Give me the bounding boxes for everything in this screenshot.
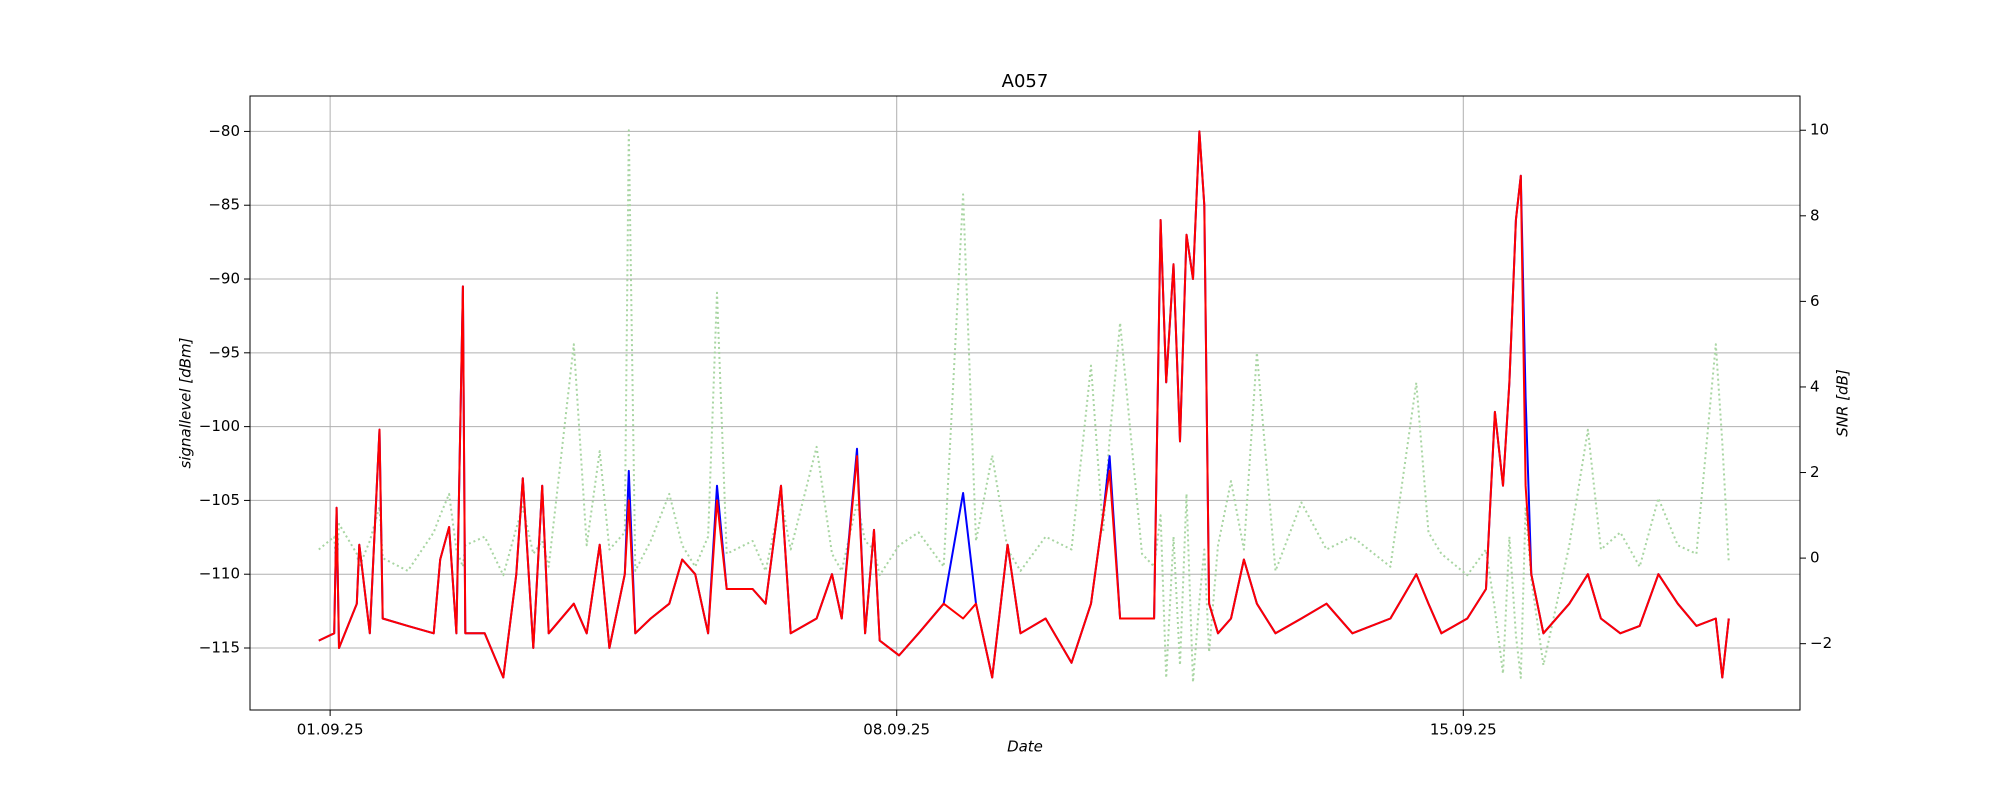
y2-axis-label: SNR [dB] [1834, 369, 1852, 437]
y-tick-label: −90 [208, 270, 240, 288]
x-tick-label: 01.09.25 [297, 721, 364, 739]
y2-tick-label: 8 [1810, 206, 1820, 224]
chart-title: A057 [1002, 71, 1049, 92]
x-tick-label: 08.09.25 [863, 721, 930, 739]
y2-tick-label: −2 [1810, 634, 1832, 652]
x-axis-label: Date [1007, 738, 1043, 756]
y-tick-label: −85 [208, 196, 240, 214]
y-tick-label: −115 [199, 639, 240, 657]
y2-tick-label: 6 [1810, 292, 1820, 310]
y2-tick-label: 10 [1810, 121, 1829, 139]
series-line [318, 129, 1730, 684]
y-tick-label: −80 [208, 122, 240, 140]
y2-tick-label: 0 [1810, 549, 1820, 567]
y-axis-label: signallevel [dBm] [177, 337, 195, 468]
plot-frame [249, 95, 1801, 711]
y-tick-label: −110 [199, 565, 240, 583]
y2-tick-label: 4 [1810, 377, 1820, 395]
x-tick-label: 15.09.25 [1430, 721, 1497, 739]
series-line [318, 130, 1730, 679]
y-tick-label: −100 [199, 417, 240, 435]
y2-tick-label: 2 [1810, 463, 1820, 481]
y-tick-label: −95 [208, 343, 240, 361]
y-tick-label: −105 [199, 491, 240, 509]
